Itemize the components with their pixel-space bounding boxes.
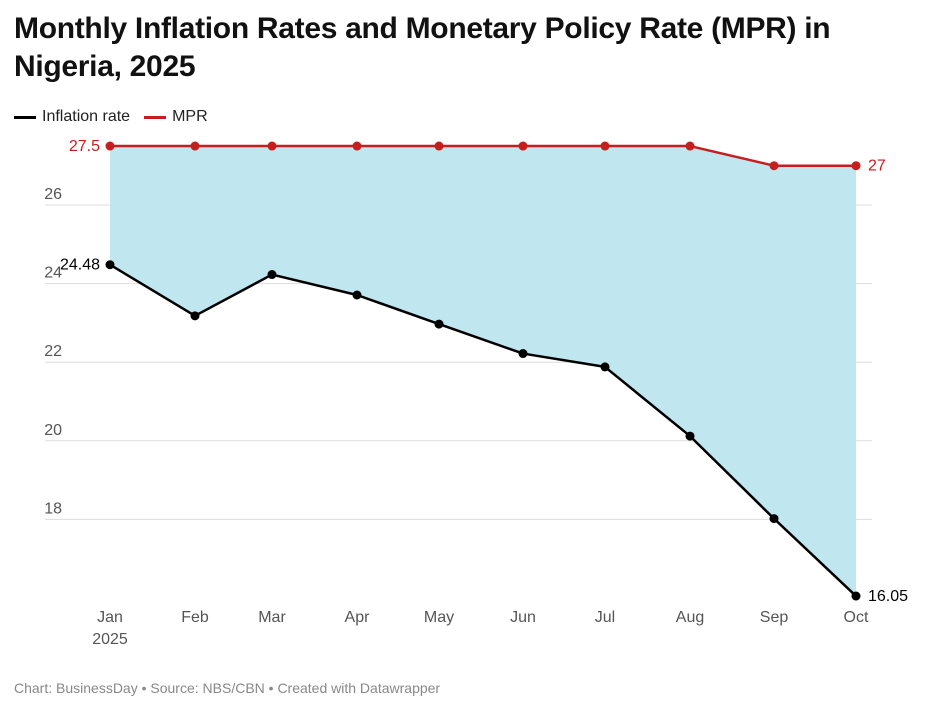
legend-swatch-inflation: [14, 115, 36, 119]
data-point-inflation: [434, 319, 444, 329]
x-tick-label: Apr: [345, 609, 371, 626]
x-tick-label: Sep: [760, 609, 789, 626]
data-point-inflation: [769, 514, 779, 524]
data-point-mpr: [190, 141, 200, 151]
y-tick-label: 26: [44, 186, 62, 203]
data-point-mpr: [267, 141, 277, 151]
legend-swatch-mpr: [144, 115, 167, 119]
legend: Inflation rate MPR: [14, 108, 208, 126]
data-label-mpr-last: 27: [868, 158, 886, 175]
y-tick-label: 22: [44, 343, 62, 360]
legend-label-mpr: MPR: [172, 108, 208, 125]
data-label-inflation-last: 16.05: [868, 588, 908, 605]
data-point-mpr: [105, 141, 115, 151]
data-point-mpr: [600, 141, 610, 151]
footer-credit: Chart: BusinessDay • Source: NBS/CBN • C…: [14, 680, 441, 696]
x-tick-label: Jan: [97, 609, 123, 626]
data-point-inflation: [518, 349, 528, 359]
data-point-mpr: [851, 161, 861, 171]
y-tick-label: 24: [44, 265, 62, 282]
x-tick-label: Jun: [510, 609, 536, 626]
x-tick-label: May: [424, 609, 454, 626]
data-label-inflation-first: 24.48: [60, 257, 100, 274]
data-point-mpr: [685, 141, 695, 151]
data-point-inflation: [352, 290, 362, 300]
data-point-inflation: [600, 362, 610, 372]
chart-title: Monthly Inflation Rates and Monetary Pol…: [14, 12, 831, 83]
data-point-inflation: [190, 311, 200, 321]
x-tick-label: Mar: [258, 609, 286, 626]
data-point-inflation: [105, 260, 115, 270]
legend-label-inflation: Inflation rate: [42, 108, 131, 125]
data-point-inflation: [851, 591, 861, 601]
data-point-mpr: [434, 141, 444, 151]
x-tick-label: Oct: [844, 609, 869, 626]
data-point-inflation: [685, 431, 695, 441]
data-label-mpr-first: 27.5: [69, 138, 100, 155]
data-point-mpr: [352, 141, 362, 151]
x-tick-label: Jul: [595, 609, 615, 626]
legend-item-inflation: Inflation rate: [14, 108, 130, 126]
series-line-mpr: [110, 144, 856, 167]
area-between-series: [110, 146, 856, 597]
data-point-inflation: [267, 270, 277, 280]
series-line-inflation: [109, 263, 857, 597]
x-tick-label: Feb: [181, 609, 209, 626]
y-tick-label: 18: [44, 500, 62, 517]
x-tick-label: 2025: [92, 631, 128, 648]
data-point-mpr: [518, 141, 528, 151]
y-tick-label: 20: [44, 422, 62, 439]
data-point-mpr: [769, 161, 779, 171]
legend-item-mpr: MPR: [144, 108, 208, 126]
x-tick-label: Aug: [676, 609, 704, 626]
